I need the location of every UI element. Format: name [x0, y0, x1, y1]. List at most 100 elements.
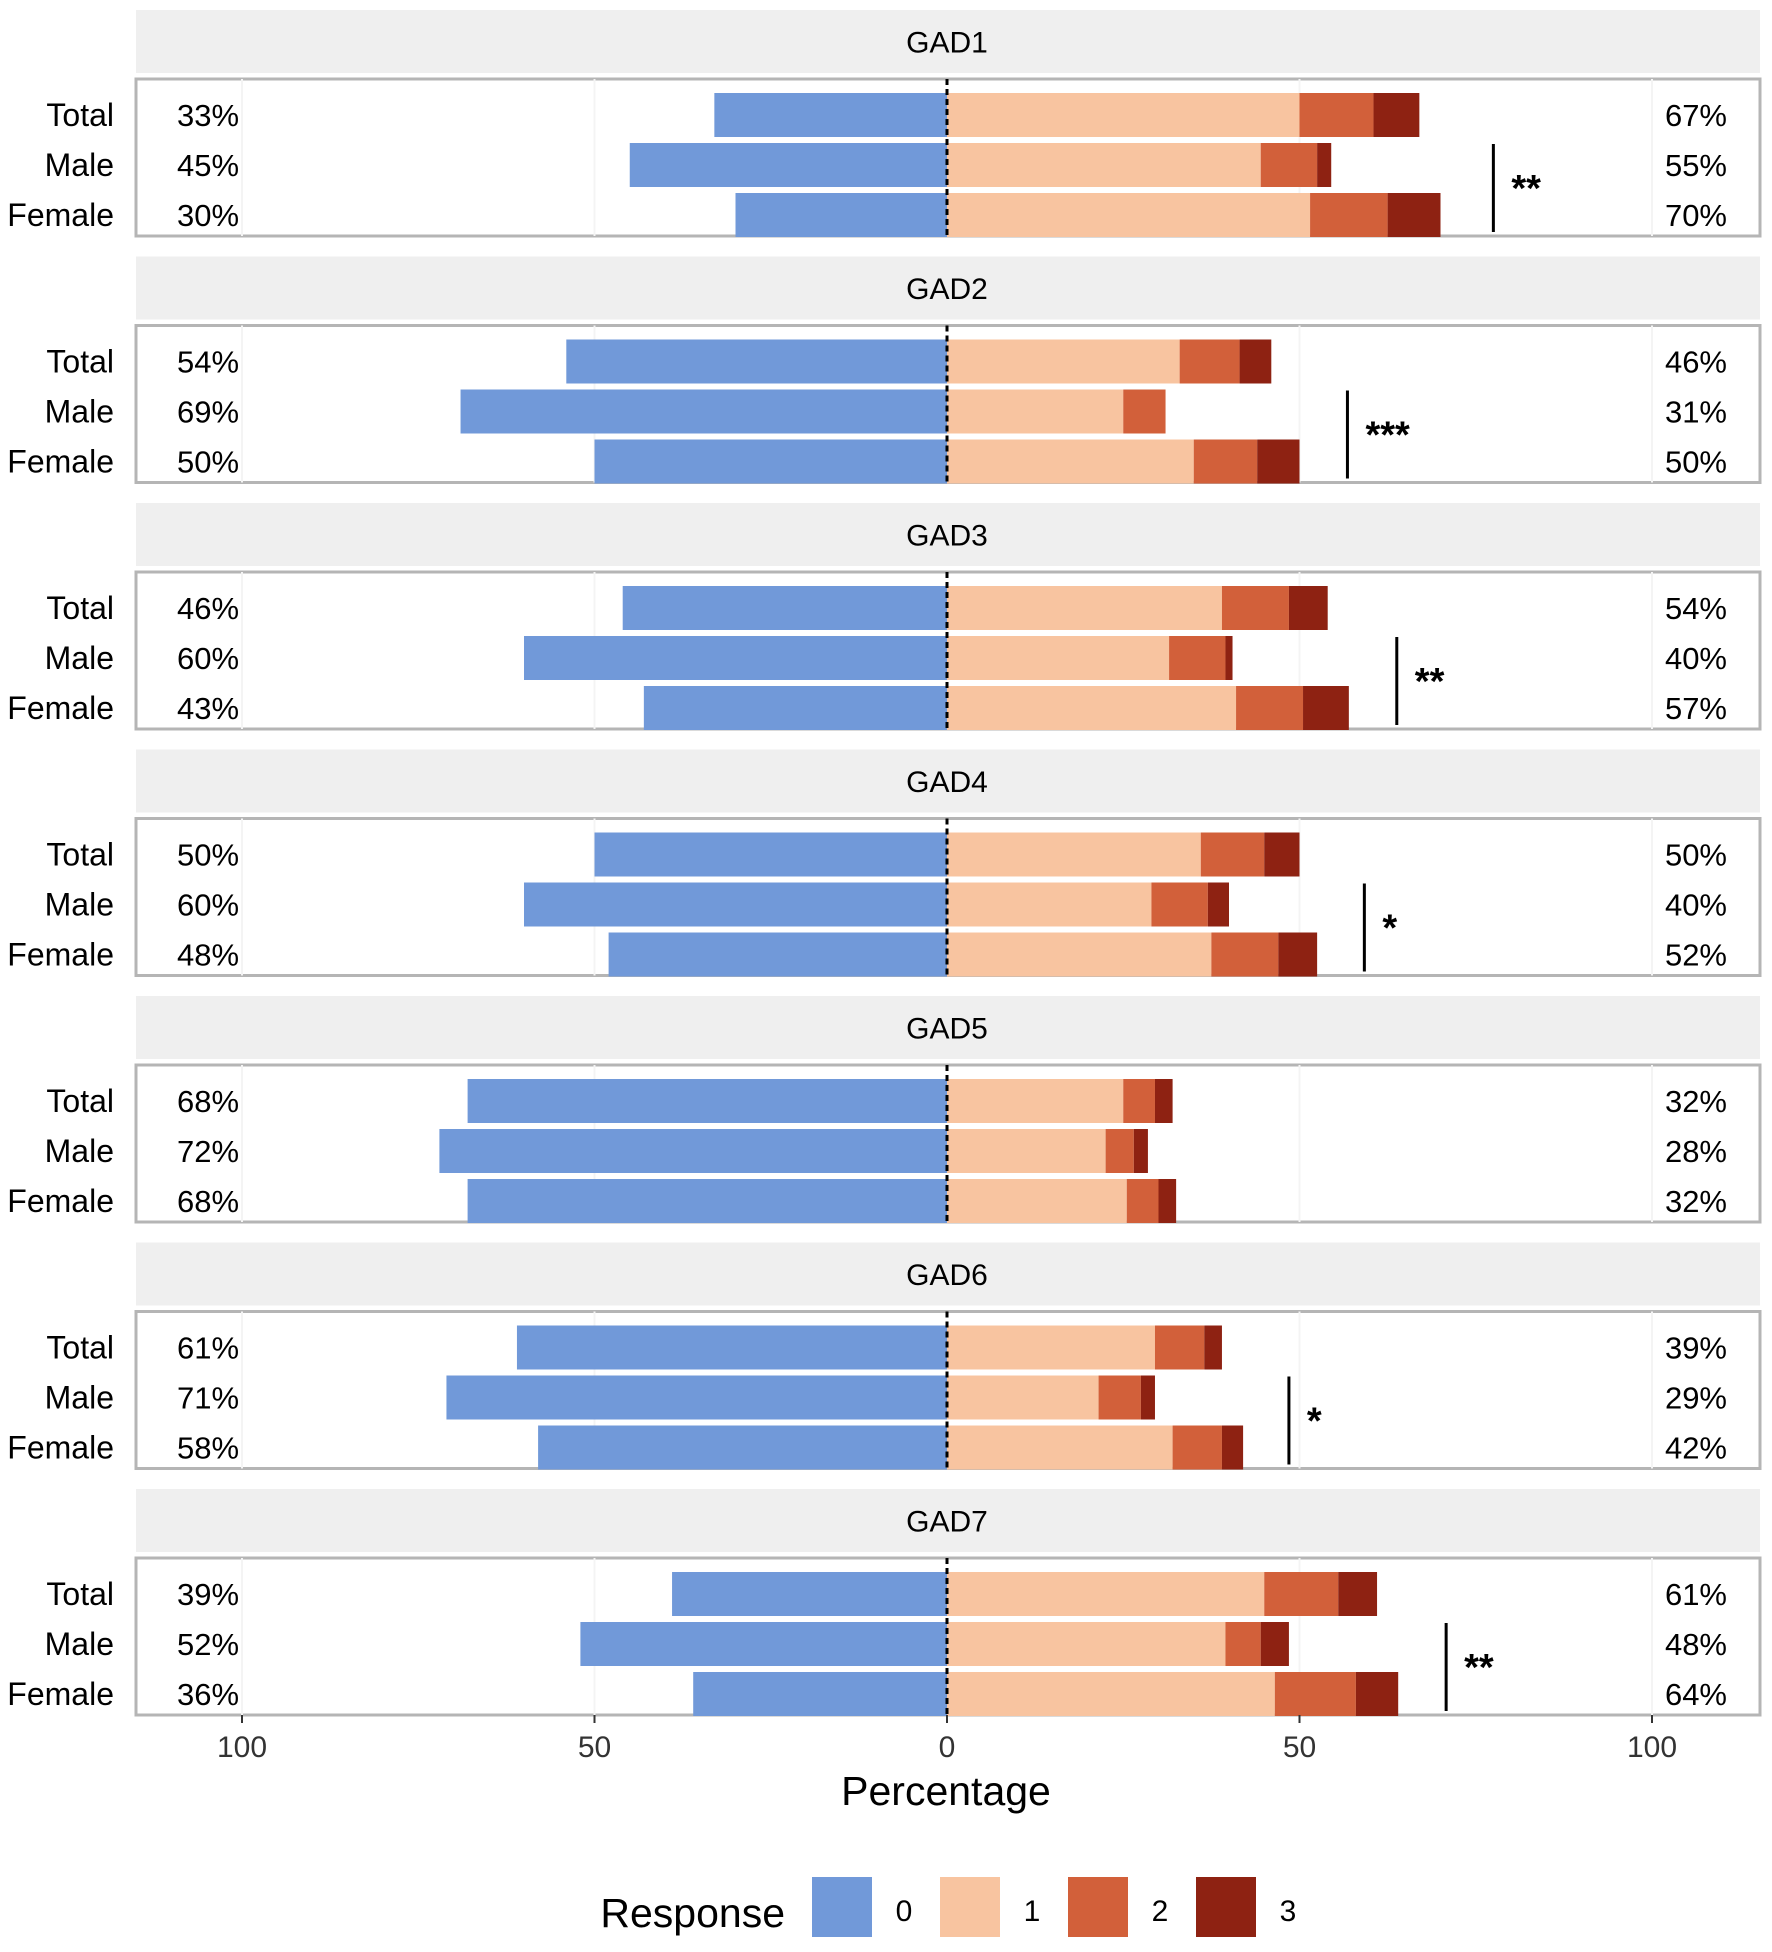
x-tick-label: 50	[1283, 1731, 1316, 1764]
bar-response-3	[1288, 586, 1328, 630]
right-percent-label: 46%	[1665, 345, 1727, 380]
row-label: Male	[45, 147, 114, 183]
legend-label-0: 0	[896, 1895, 913, 1928]
x-axis: 100 50 0 50 100	[217, 1715, 1677, 1764]
row-label: Total	[46, 1576, 114, 1612]
right-percent-label: 52%	[1665, 938, 1727, 973]
x-tick-label: 0	[939, 1731, 956, 1764]
bar-response-3	[1158, 1179, 1177, 1223]
left-percent-label: 43%	[177, 691, 239, 726]
bar-response-1	[947, 932, 1212, 977]
left-percent-label: 48%	[177, 938, 239, 973]
panel-gad4: GAD4 Total 50% 50% Male 60% 40% Female 48% 52% *	[7, 749, 1762, 977]
row-male: Male 60% 40%	[45, 636, 1727, 680]
panel-gad2: GAD2 Total 54% 46% Male 69% 31% Female 50% 50% ***	[7, 256, 1762, 484]
panel-strip	[136, 1489, 1760, 1552]
bar-response-2	[1169, 636, 1226, 680]
row-label: Total	[46, 1330, 114, 1366]
right-percent-label: 64%	[1665, 1677, 1727, 1712]
bar-response-0	[538, 1425, 947, 1470]
row-female: Female 36% 64%	[7, 1672, 1727, 1716]
bar-response-0	[467, 1079, 947, 1123]
bar-response-3	[1338, 1572, 1378, 1616]
left-percent-label: 58%	[177, 1431, 239, 1466]
row-total: Total 54% 46%	[46, 339, 1727, 384]
bar-response-0	[524, 636, 947, 680]
bar-response-0	[439, 1129, 947, 1173]
right-percent-label: 28%	[1665, 1134, 1727, 1169]
left-percent-label: 52%	[177, 1627, 239, 1662]
left-percent-label: 50%	[177, 445, 239, 480]
significance-label: **	[1464, 1647, 1494, 1689]
bar-response-2	[1225, 1622, 1261, 1666]
bar-response-2	[1264, 1572, 1339, 1616]
legend-label-1: 1	[1024, 1895, 1041, 1928]
bar-response-0	[672, 1572, 947, 1616]
bar-response-3	[1204, 1325, 1222, 1370]
bar-response-3	[1355, 1672, 1399, 1716]
panel-strip	[136, 1242, 1760, 1306]
bar-response-2	[1123, 1079, 1155, 1123]
row-label: Female	[7, 937, 114, 973]
legend-title: Response	[600, 1890, 785, 1936]
right-percent-label: 67%	[1665, 98, 1727, 133]
right-percent-label: 39%	[1665, 1331, 1727, 1366]
row-total: Total 68% 32%	[46, 1079, 1727, 1123]
bar-response-2	[1179, 339, 1240, 384]
left-percent-label: 60%	[177, 641, 239, 676]
panel-title: GAD6	[906, 1259, 988, 1292]
bar-response-2	[1200, 832, 1265, 877]
row-label: Male	[45, 887, 114, 923]
bar-response-0	[608, 932, 947, 977]
right-percent-label: 54%	[1665, 591, 1727, 626]
bar-response-0	[446, 1375, 947, 1420]
row-label: Female	[7, 1676, 114, 1712]
bar-response-1	[947, 686, 1237, 730]
legend-swatch-3	[1196, 1877, 1256, 1937]
legend-swatch-1	[940, 1877, 1000, 1937]
bar-response-0	[629, 143, 947, 187]
bar-response-3	[1278, 932, 1318, 977]
row-male: Male 69% 31%	[45, 389, 1727, 434]
bar-response-2	[1193, 439, 1258, 484]
panel-strip	[136, 503, 1760, 566]
bar-response-1	[947, 1079, 1124, 1123]
bar-response-0	[566, 339, 947, 384]
legend-label-2: 2	[1152, 1895, 1169, 1928]
row-total: Total 61% 39%	[46, 1325, 1727, 1370]
row-male: Male 72% 28%	[45, 1129, 1727, 1173]
left-percent-label: 61%	[177, 1331, 239, 1366]
bar-response-3	[1133, 1129, 1148, 1173]
bar-response-3	[1239, 339, 1272, 384]
legend-label-3: 3	[1280, 1895, 1297, 1928]
legend-swatch-2	[1068, 1877, 1128, 1937]
legend-swatch-0	[812, 1877, 872, 1937]
right-percent-label: 31%	[1665, 395, 1727, 430]
panel-title: GAD5	[906, 1013, 988, 1046]
right-percent-label: 40%	[1665, 641, 1727, 676]
left-percent-label: 46%	[177, 591, 239, 626]
row-male: Male 52% 48%	[45, 1622, 1727, 1666]
right-percent-label: 61%	[1665, 1577, 1727, 1612]
bar-response-2	[1274, 1672, 1356, 1716]
bar-response-2	[1154, 1325, 1205, 1370]
row-label: Male	[45, 640, 114, 676]
row-label: Total	[46, 97, 114, 133]
bar-response-1	[947, 832, 1201, 877]
bar-response-2	[1151, 882, 1208, 927]
row-label: Male	[45, 394, 114, 430]
bar-response-1	[947, 882, 1152, 927]
left-percent-label: 60%	[177, 888, 239, 923]
right-percent-label: 48%	[1665, 1627, 1727, 1662]
bar-response-3	[1154, 1079, 1173, 1123]
bar-response-1	[947, 389, 1124, 434]
left-percent-label: 69%	[177, 395, 239, 430]
bar-response-1	[947, 1375, 1099, 1420]
row-total: Total 50% 50%	[46, 832, 1727, 877]
row-female: Female 48% 52%	[7, 932, 1727, 977]
bar-response-1	[947, 636, 1170, 680]
right-percent-label: 29%	[1665, 1381, 1727, 1416]
bar-response-3	[1207, 882, 1229, 927]
bar-response-3	[1260, 1622, 1289, 1666]
